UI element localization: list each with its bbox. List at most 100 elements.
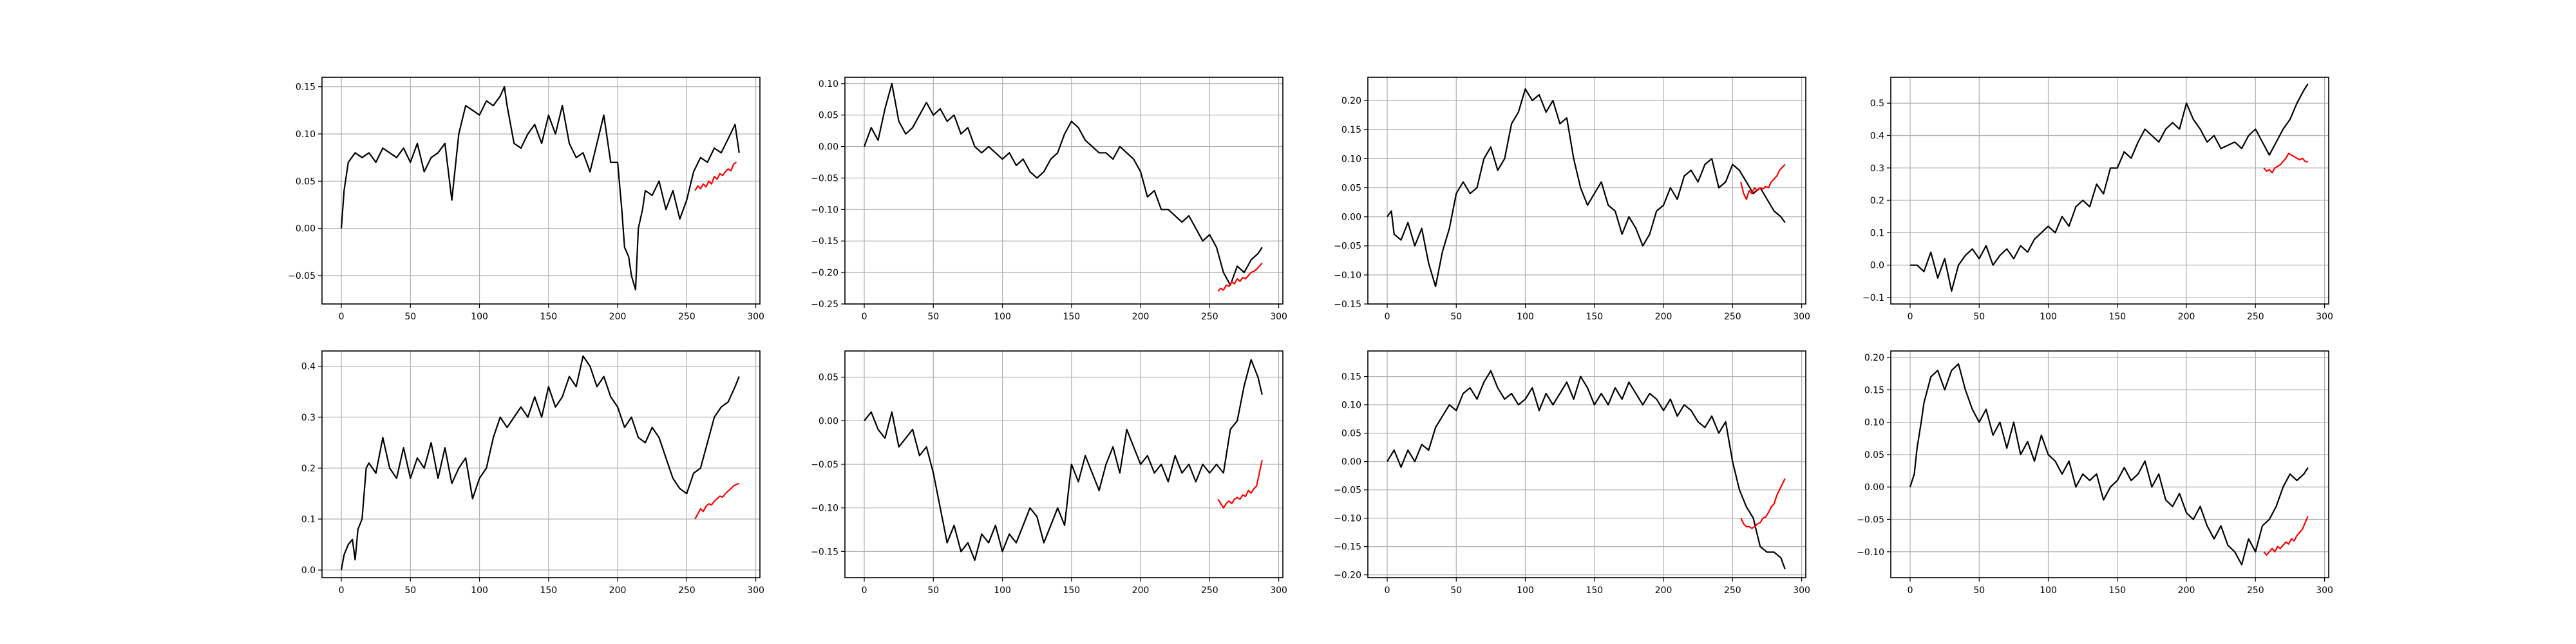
x-tick-label: 300	[747, 312, 764, 322]
subplot-1: 0 50 100 150 200 250 300 −0.05 0.00 0.05 0.10 0.15	[288, 77, 764, 322]
y-tick-label: 0.10	[1341, 401, 1361, 411]
black-series-line	[864, 359, 1263, 562]
y-tick-label: 0.10	[296, 129, 316, 140]
axes-frame	[1367, 350, 1806, 578]
x-tick-label: 0	[862, 312, 867, 322]
x-tick-label: 200	[1132, 585, 1150, 596]
x-tick-label: 0	[1908, 585, 1913, 596]
axes-frame	[844, 350, 1283, 578]
x-tick-label: 300	[747, 585, 764, 596]
axes-frame	[844, 77, 1283, 305]
x-tick-label: 100	[994, 585, 1011, 596]
x-tick-label: 0	[1385, 312, 1390, 322]
axes-background	[1368, 77, 1806, 304]
x-tick-label: 50	[1450, 312, 1462, 322]
x-tick-label: 150	[540, 312, 557, 322]
x-tick-label: 100	[471, 585, 488, 596]
y-tick-label: 0.05	[1864, 450, 1884, 460]
y-tick-label: 0.00	[819, 416, 838, 426]
y-tick-label: −0.05	[1857, 515, 1884, 525]
y-tick-label: −0.15	[1334, 542, 1361, 553]
y-tick-label: 0.05	[1341, 429, 1361, 439]
x-tick-label: 250	[1201, 585, 1218, 596]
x-tick-label: 250	[1724, 312, 1741, 322]
x-tick-label: 100	[2040, 312, 2057, 322]
x-tick-label: 200	[1655, 585, 1672, 596]
axes-background	[1368, 351, 1806, 578]
axes-frame	[1890, 350, 2329, 578]
x-tick-label: 200	[2178, 585, 2195, 596]
x-tick-label: 250	[678, 312, 696, 322]
y-tick-label: 0.05	[819, 111, 838, 121]
x-tick-label: 100	[994, 312, 1011, 322]
x-tick-label: 50	[404, 312, 416, 322]
y-tick-label: 0.00	[296, 224, 316, 234]
x-tick-label: 100	[471, 312, 488, 322]
axes-background	[1891, 351, 2329, 578]
x-tick-label: 50	[927, 312, 939, 322]
y-tick-label: −0.15	[811, 236, 838, 247]
x-tick-label: 250	[678, 585, 696, 596]
y-tick-label: −0.20	[811, 268, 838, 278]
x-tick-label: 200	[609, 312, 627, 322]
x-tick-label: 50	[927, 585, 939, 596]
y-tick-label: 0.2	[301, 464, 316, 474]
x-tick-label: 250	[2247, 585, 2264, 596]
y-tick-label: −0.10	[1857, 547, 1884, 558]
y-tick-label: 0.05	[819, 373, 838, 383]
y-tick-label: 0.10	[1341, 154, 1361, 164]
x-tick-label: 100	[1517, 585, 1534, 596]
x-tick-label: 150	[2108, 312, 2126, 322]
axes-frame	[321, 77, 761, 305]
red-series-line	[1740, 478, 1786, 529]
subplot-8: 0 50 100 150 200 250 300 −0.10 −0.05 0.00 0.05 0.10…	[1857, 350, 2333, 596]
red-series-line	[2263, 516, 2309, 556]
y-tick-label: −0.05	[811, 460, 838, 470]
x-tick-label: 300	[2316, 585, 2333, 596]
x-tick-label: 200	[2178, 312, 2195, 322]
y-tick-label: 0.4	[1870, 131, 1884, 142]
y-tick-label: 0.3	[1870, 164, 1884, 174]
y-tick-label: 0.5	[1870, 99, 1884, 109]
red-series-line	[1217, 262, 1263, 292]
y-tick-label: −0.20	[1334, 571, 1361, 581]
red-series-line	[694, 482, 740, 520]
x-tick-label: 100	[2040, 585, 2057, 596]
x-tick-label: 0	[339, 312, 345, 322]
x-tick-label: 0	[862, 585, 867, 596]
black-series-line	[863, 82, 1263, 286]
x-tick-label: 150	[1586, 585, 1603, 596]
x-tick-label: 200	[609, 585, 627, 596]
red-series-line	[1217, 459, 1263, 509]
x-tick-label: 250	[1201, 312, 1218, 322]
y-tick-label: 0.15	[296, 82, 316, 93]
y-tick-label: 0.20	[1341, 96, 1361, 106]
x-tick-label: 300	[1793, 585, 1810, 596]
y-tick-label: −0.05	[1334, 242, 1361, 252]
red-series-line	[2263, 153, 2309, 174]
x-tick-label: 150	[1586, 312, 1603, 322]
x-tick-label: 300	[1270, 312, 1287, 322]
x-tick-label: 300	[1270, 585, 1287, 596]
y-tick-label: 0.00	[1341, 457, 1361, 468]
y-tick-label: −0.1	[1862, 293, 1884, 303]
y-tick-label: 0.0	[1870, 261, 1884, 271]
y-tick-label: −0.10	[811, 504, 838, 514]
x-tick-label: 150	[1063, 312, 1080, 322]
x-tick-label: 50	[1450, 585, 1462, 596]
axes-frame	[1367, 77, 1806, 305]
y-tick-label: 0.4	[301, 362, 316, 372]
y-tick-label: −0.05	[811, 173, 838, 184]
subplot-4: 0 50 100 150 200 250 300 −0.1 0.0 0.1 0.2 0.3 0.4 0.5	[1862, 77, 2333, 322]
x-tick-label: 50	[1973, 585, 1985, 596]
x-tick-label: 200	[1655, 312, 1672, 322]
black-series-line	[1910, 83, 2309, 292]
y-tick-label: 0.00	[819, 142, 838, 153]
black-series-line	[340, 355, 740, 571]
y-tick-label: 0.15	[1341, 372, 1361, 383]
axes-frame	[1890, 77, 2329, 305]
y-tick-label: 0.0	[301, 565, 316, 576]
y-tick-label: 0.10	[1864, 418, 1884, 428]
x-tick-label: 200	[1132, 312, 1150, 322]
